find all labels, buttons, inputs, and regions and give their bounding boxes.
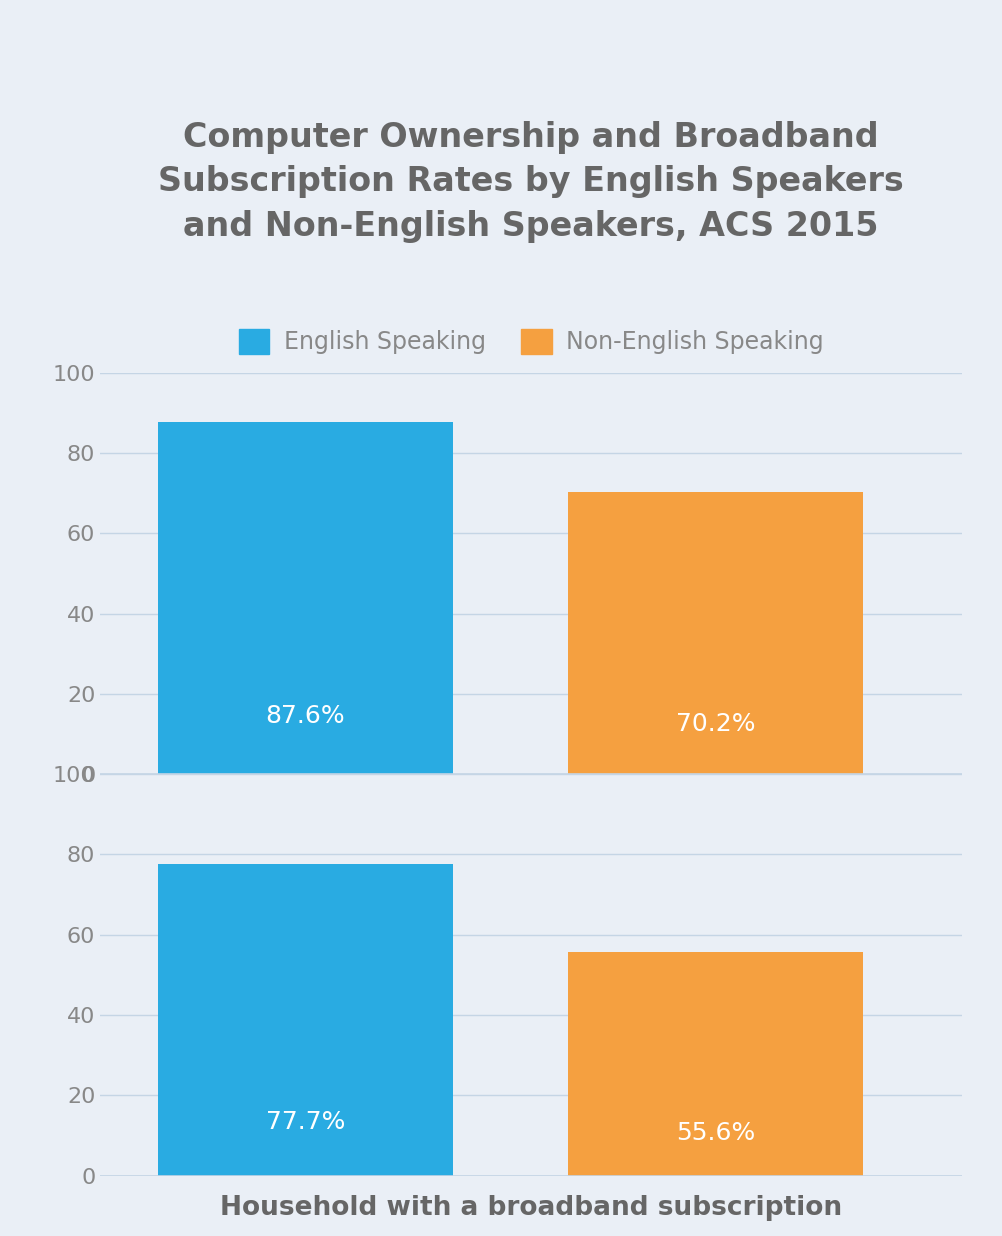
Bar xyxy=(568,492,864,774)
Text: Computer Ownership and Broadband
Subscription Rates by English Speakers
and Non-: Computer Ownership and Broadband Subscri… xyxy=(158,121,904,243)
Legend: English Speaking, Non-English Speaking: English Speaking, Non-English Speaking xyxy=(229,319,833,363)
Text: 70.2%: 70.2% xyxy=(676,712,756,737)
X-axis label: Household with a computer: Household with a computer xyxy=(326,794,736,819)
Text: 87.6%: 87.6% xyxy=(266,705,345,728)
X-axis label: Household with a broadband subscription: Household with a broadband subscription xyxy=(220,1195,842,1221)
Bar xyxy=(568,953,864,1175)
Bar xyxy=(157,423,453,774)
Bar xyxy=(157,864,453,1175)
Text: 77.7%: 77.7% xyxy=(266,1110,345,1135)
Text: 55.6%: 55.6% xyxy=(676,1121,756,1145)
